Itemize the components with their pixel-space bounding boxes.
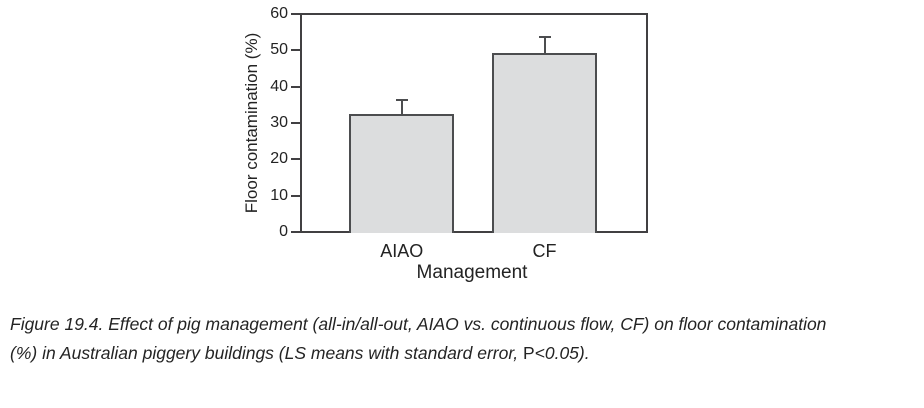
y-tick-mark (291, 194, 300, 197)
error-bar-aiao (400, 99, 403, 115)
caption-line2-end: <0.05). (534, 343, 590, 363)
bar-cf (492, 52, 598, 233)
y-tick-label: 30 (270, 114, 288, 131)
y-tick-mark (291, 158, 300, 161)
caption-line1: Figure 19.4. Effect of pig management (a… (10, 314, 827, 334)
y-tick-label: 0 (279, 223, 288, 240)
y-tick-mark (291, 49, 300, 52)
x-axis-title: Management (416, 262, 528, 283)
bar-chart: Floor contamination (%) Management 0 10 20… (242, 5, 648, 283)
x-tick-label-aiao: AIAO (380, 241, 424, 261)
figure-caption: Figure 19.4. Effect of pig management (a… (10, 310, 894, 368)
y-tick-label: 40 (270, 77, 288, 95)
y-tick-mark (291, 122, 300, 124)
error-bar-cf (543, 36, 546, 53)
caption-p-value: P (522, 343, 535, 363)
y-tick-label: 50 (270, 41, 288, 59)
y-tick-mark (291, 13, 300, 15)
error-bar-cap-cf (538, 35, 551, 38)
y-tick-label: 60 (270, 5, 288, 22)
y-tick-label: 20 (270, 150, 288, 168)
y-tick-mark (291, 231, 300, 233)
y-tick-mark (291, 85, 300, 88)
x-tick-label-cf: CF (532, 241, 557, 261)
error-bar-cap-aiao (395, 98, 408, 101)
bar-aiao (349, 114, 455, 233)
caption-line2: (%) in Australian piggery buildings (LS … (10, 343, 523, 363)
y-tick-label: 10 (270, 186, 288, 204)
